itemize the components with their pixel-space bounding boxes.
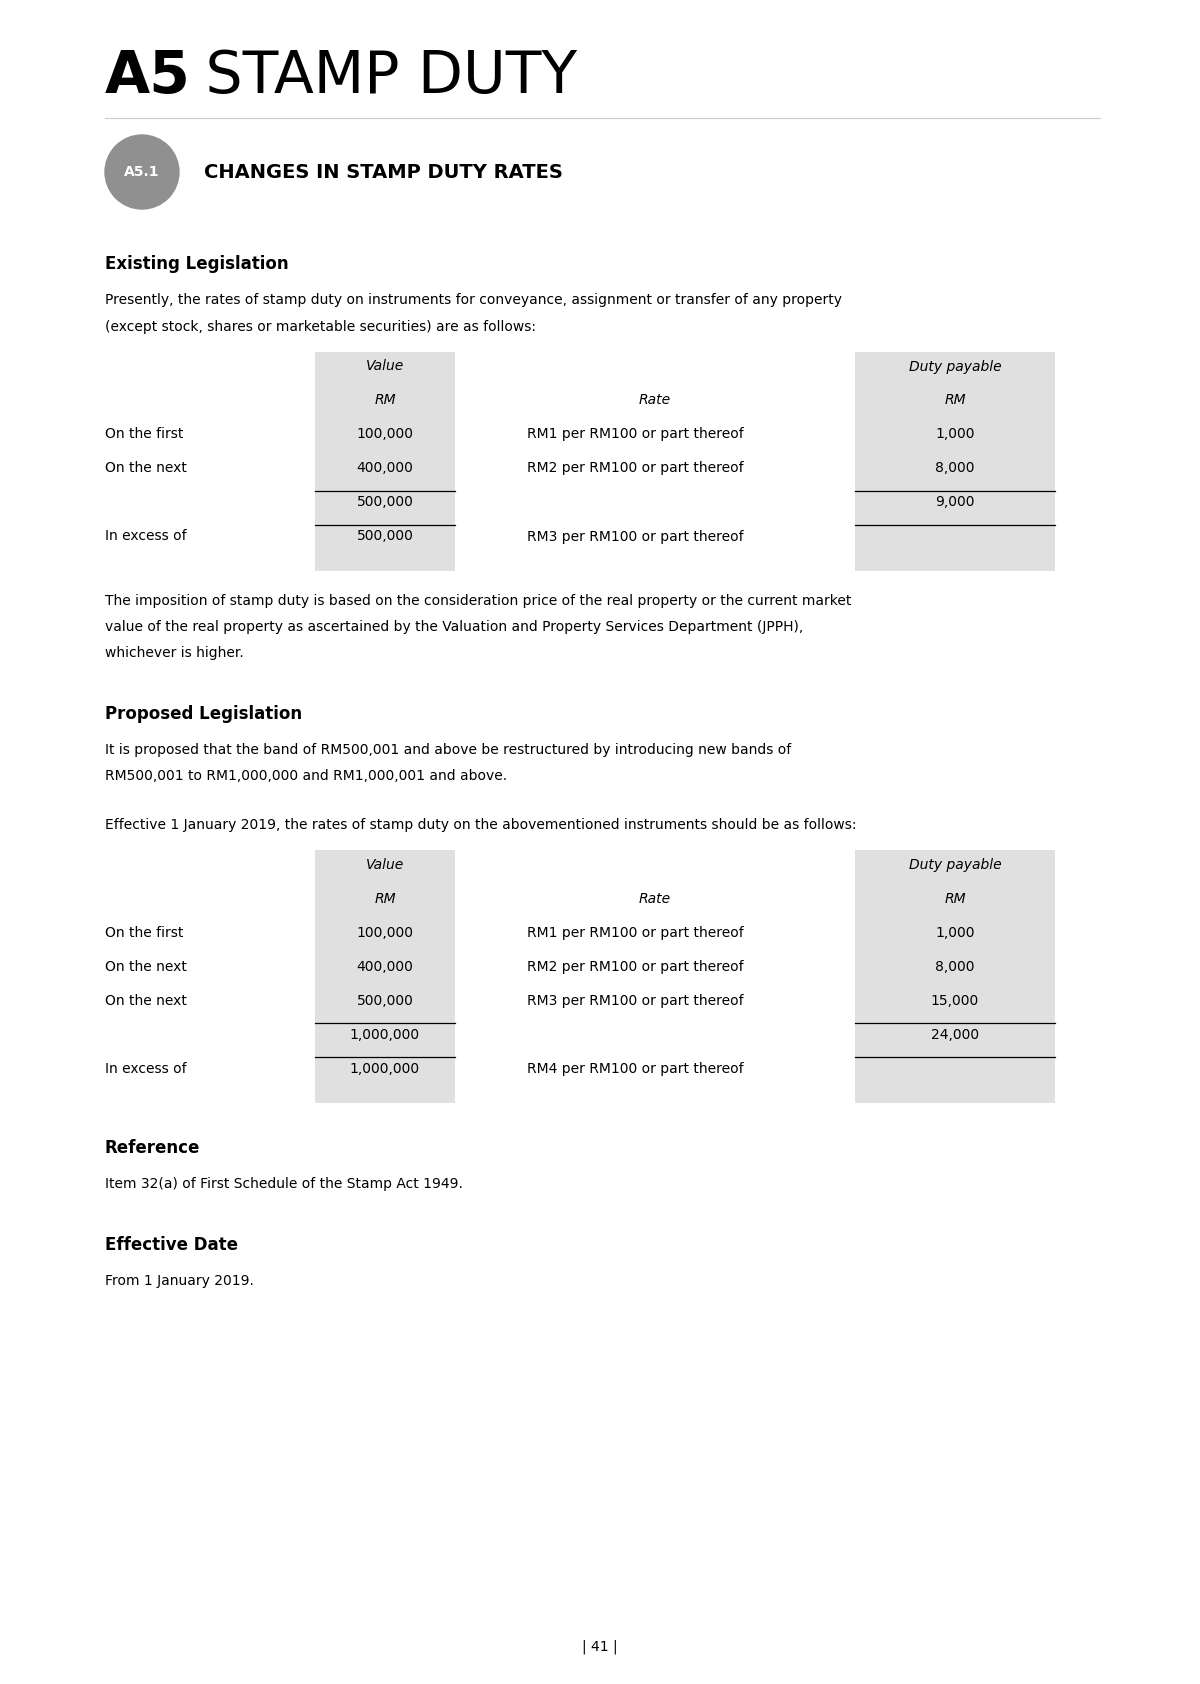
Bar <box>314 850 455 1103</box>
Text: From 1 January 2019.: From 1 January 2019. <box>106 1273 254 1288</box>
Text: It is proposed that the band of RM500,001 and above be restructured by introduci: It is proposed that the band of RM500,00… <box>106 743 791 758</box>
Text: Value: Value <box>366 859 404 872</box>
Text: value of the real property as ascertained by the Valuation and Property Services: value of the real property as ascertaine… <box>106 620 803 633</box>
Text: RM3 per RM100 or part thereof: RM3 per RM100 or part thereof <box>527 994 743 1009</box>
Text: RM1 per RM100 or part thereof: RM1 per RM100 or part thereof <box>527 926 743 940</box>
Text: RM500,001 to RM1,000,000 and RM1,000,001 and above.: RM500,001 to RM1,000,000 and RM1,000,001… <box>106 770 508 783</box>
Text: Duty payable: Duty payable <box>908 359 1001 374</box>
Text: Duty payable: Duty payable <box>908 859 1001 872</box>
Text: | 41 |: | 41 | <box>582 1640 618 1654</box>
Text: On the next: On the next <box>106 461 187 475</box>
Text: whichever is higher.: whichever is higher. <box>106 647 244 660</box>
Text: 1,000,000: 1,000,000 <box>350 1063 420 1076</box>
Text: 1,000: 1,000 <box>935 428 974 441</box>
Text: 100,000: 100,000 <box>356 926 414 940</box>
Text: Reference: Reference <box>106 1138 200 1157</box>
Text: Rate: Rate <box>638 893 671 906</box>
Circle shape <box>106 135 179 209</box>
Text: Item 32(a) of First Schedule of the Stamp Act 1949.: Item 32(a) of First Schedule of the Stam… <box>106 1177 463 1191</box>
Text: Effective 1 January 2019, the rates of stamp duty on the abovementioned instrume: Effective 1 January 2019, the rates of s… <box>106 818 857 832</box>
Text: 8,000: 8,000 <box>935 960 974 973</box>
Text: Value: Value <box>366 359 404 374</box>
Text: In excess of: In excess of <box>106 1063 187 1076</box>
Text: 400,000: 400,000 <box>356 960 414 973</box>
Text: A5: A5 <box>106 49 191 104</box>
Text: In excess of: In excess of <box>106 529 187 544</box>
Text: On the first: On the first <box>106 428 184 441</box>
Text: Rate: Rate <box>638 394 671 408</box>
Text: On the next: On the next <box>106 960 187 973</box>
Text: Presently, the rates of stamp duty on instruments for conveyance, assignment or : Presently, the rates of stamp duty on in… <box>106 293 842 306</box>
Text: 500,000: 500,000 <box>356 529 414 544</box>
Text: The imposition of stamp duty is based on the consideration price of the real pro: The imposition of stamp duty is based on… <box>106 593 851 608</box>
Text: 15,000: 15,000 <box>931 994 979 1009</box>
Text: 24,000: 24,000 <box>931 1027 979 1042</box>
Text: On the next: On the next <box>106 994 187 1009</box>
Text: 1,000: 1,000 <box>935 926 974 940</box>
Text: RM4 per RM100 or part thereof: RM4 per RM100 or part thereof <box>527 1063 743 1076</box>
Text: CHANGES IN STAMP DUTY RATES: CHANGES IN STAMP DUTY RATES <box>204 162 563 182</box>
Text: 100,000: 100,000 <box>356 428 414 441</box>
Text: RM: RM <box>944 893 966 906</box>
Text: Proposed Legislation: Proposed Legislation <box>106 706 302 722</box>
Text: RM: RM <box>944 394 966 408</box>
Text: 1,000,000: 1,000,000 <box>350 1027 420 1042</box>
Text: RM3 per RM100 or part thereof: RM3 per RM100 or part thereof <box>527 529 743 544</box>
Text: (except stock, shares or marketable securities) are as follows:: (except stock, shares or marketable secu… <box>106 320 536 333</box>
Text: 9,000: 9,000 <box>935 495 974 510</box>
Text: Effective Date: Effective Date <box>106 1236 238 1253</box>
Text: RM2 per RM100 or part thereof: RM2 per RM100 or part thereof <box>527 461 743 475</box>
Text: RM1 per RM100 or part thereof: RM1 per RM100 or part thereof <box>527 428 743 441</box>
Text: A5.1: A5.1 <box>125 165 160 179</box>
Bar <box>856 850 1055 1103</box>
Text: RM: RM <box>374 893 396 906</box>
Text: 500,000: 500,000 <box>356 495 414 510</box>
Text: RM2 per RM100 or part thereof: RM2 per RM100 or part thereof <box>527 960 743 973</box>
Text: 8,000: 8,000 <box>935 461 974 475</box>
Text: Existing Legislation: Existing Legislation <box>106 254 289 273</box>
Text: STAMP DUTY: STAMP DUTY <box>187 49 577 104</box>
Bar <box>314 352 455 571</box>
Bar <box>856 352 1055 571</box>
Text: On the first: On the first <box>106 926 184 940</box>
Text: RM: RM <box>374 394 396 408</box>
Text: 400,000: 400,000 <box>356 461 414 475</box>
Text: 500,000: 500,000 <box>356 994 414 1009</box>
